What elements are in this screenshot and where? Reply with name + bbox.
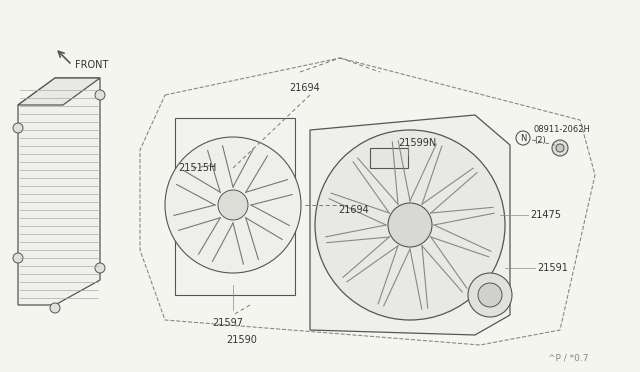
Text: 21475: 21475 [530, 210, 561, 220]
Polygon shape [18, 78, 100, 305]
Circle shape [95, 263, 105, 273]
Text: ^P / *0.7: ^P / *0.7 [548, 353, 589, 362]
Circle shape [218, 190, 248, 220]
Polygon shape [175, 118, 295, 295]
Polygon shape [18, 78, 100, 105]
Circle shape [315, 130, 505, 320]
Text: 21515H: 21515H [178, 163, 216, 173]
Text: 21590: 21590 [227, 335, 257, 345]
Circle shape [13, 253, 23, 263]
Circle shape [50, 303, 60, 313]
Circle shape [468, 273, 512, 317]
Text: N: N [520, 134, 526, 142]
Text: 21694: 21694 [290, 83, 321, 93]
Text: 21591: 21591 [537, 263, 568, 273]
Polygon shape [310, 115, 510, 335]
Text: FRONT: FRONT [75, 60, 108, 70]
Text: 21694: 21694 [338, 205, 369, 215]
Circle shape [165, 137, 301, 273]
Circle shape [552, 140, 568, 156]
Circle shape [95, 90, 105, 100]
FancyBboxPatch shape [370, 148, 408, 168]
Circle shape [13, 123, 23, 133]
Circle shape [478, 283, 502, 307]
Circle shape [556, 144, 564, 152]
Circle shape [388, 203, 432, 247]
Text: 21597: 21597 [212, 318, 243, 328]
Text: 08911-2062H
(2): 08911-2062H (2) [534, 125, 591, 145]
Text: 21599N: 21599N [398, 138, 436, 148]
